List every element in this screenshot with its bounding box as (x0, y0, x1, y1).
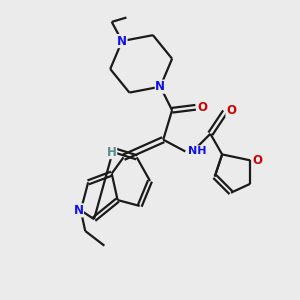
Text: O: O (226, 104, 236, 117)
Text: O: O (197, 101, 207, 114)
Text: N: N (117, 34, 127, 48)
Text: N: N (74, 204, 83, 217)
Text: H: H (107, 146, 117, 159)
Text: N: N (155, 80, 165, 93)
Text: O: O (253, 154, 262, 167)
Text: NH: NH (188, 146, 206, 156)
